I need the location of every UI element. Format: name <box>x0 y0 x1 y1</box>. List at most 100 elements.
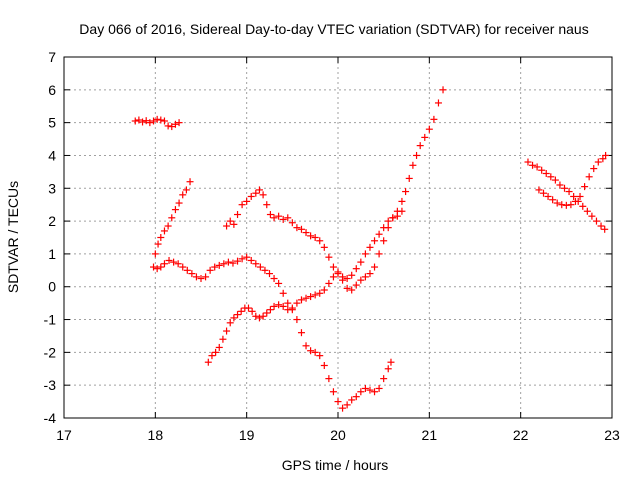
data-point <box>270 275 278 283</box>
data-point <box>234 211 242 219</box>
data-point <box>135 116 143 124</box>
data-point <box>243 253 251 261</box>
data-point <box>562 201 570 209</box>
y-tick-label: 2 <box>48 213 56 229</box>
data-point <box>561 184 569 192</box>
data-point <box>375 250 383 258</box>
data-point <box>421 133 429 141</box>
data-point <box>316 352 324 360</box>
data-point <box>579 202 587 210</box>
data-point <box>583 207 591 215</box>
data-point <box>297 296 305 304</box>
y-tick-labels: -4 -3 -2 -1 0 1 2 3 4 5 6 7 <box>44 49 57 426</box>
grid-lines <box>64 57 612 418</box>
data-point <box>302 294 310 302</box>
data-point <box>538 166 546 174</box>
data-point <box>307 293 315 301</box>
data-point <box>551 176 559 184</box>
data-point <box>293 299 301 307</box>
data-point <box>597 222 605 230</box>
data-point <box>402 188 410 196</box>
data-point <box>297 329 305 337</box>
data-point <box>275 279 283 287</box>
data-point <box>325 375 333 383</box>
data-point <box>204 358 212 366</box>
y-tick-label: -1 <box>44 312 57 328</box>
data-point <box>168 123 176 131</box>
data-point <box>263 309 271 317</box>
data-point <box>384 365 392 373</box>
data-point <box>153 265 161 273</box>
data-point <box>371 263 379 271</box>
data-point <box>171 120 179 128</box>
data-points <box>131 86 610 412</box>
data-point <box>601 225 609 233</box>
data-point <box>302 229 310 237</box>
data-point <box>588 212 596 220</box>
data-point <box>248 307 256 315</box>
data-point <box>157 116 165 124</box>
data-point <box>380 375 388 383</box>
data-point <box>329 388 337 396</box>
data-point <box>215 343 223 351</box>
data-point <box>439 86 447 94</box>
x-axis-label: GPS time / hours <box>282 457 389 473</box>
data-point <box>261 266 269 274</box>
data-point <box>171 206 179 214</box>
data-point <box>576 192 584 200</box>
y-tick-label: 7 <box>48 49 56 65</box>
data-point <box>565 188 573 196</box>
data-point <box>279 289 287 297</box>
data-point <box>384 217 392 225</box>
data-point <box>212 348 220 356</box>
data-point <box>533 163 541 171</box>
data-point <box>594 158 602 166</box>
data-point <box>219 335 227 343</box>
data-point <box>259 191 267 199</box>
data-point <box>556 181 564 189</box>
data-point <box>154 240 162 248</box>
data-point <box>334 268 342 276</box>
data-point <box>237 307 245 315</box>
data-point <box>371 237 379 245</box>
data-point <box>223 222 231 230</box>
data-point <box>182 186 190 194</box>
x-tick-label: 22 <box>513 427 529 443</box>
data-point <box>266 306 274 314</box>
data-point <box>542 170 550 178</box>
data-point <box>293 316 301 324</box>
data-point <box>226 319 234 327</box>
data-point <box>320 286 328 294</box>
data-point <box>297 225 305 233</box>
data-point <box>279 215 287 223</box>
data-point <box>164 222 172 230</box>
data-point <box>357 388 365 396</box>
data-point <box>389 214 397 222</box>
data-point <box>234 257 242 265</box>
data-point <box>263 201 271 209</box>
data-point <box>175 199 183 207</box>
data-point <box>179 191 187 199</box>
data-point <box>284 214 292 222</box>
data-point <box>186 178 194 186</box>
data-point <box>243 197 251 205</box>
data-point <box>255 314 263 322</box>
data-point <box>602 151 610 159</box>
data-point <box>252 189 260 197</box>
y-tick-label: -3 <box>44 377 57 393</box>
x-tick-label: 20 <box>330 427 346 443</box>
y-tick-label: -2 <box>44 344 57 360</box>
data-point <box>131 117 139 125</box>
data-point <box>230 220 238 228</box>
data-point <box>223 327 231 335</box>
data-point <box>157 263 165 271</box>
data-point <box>202 273 210 281</box>
data-point <box>151 250 159 258</box>
data-point <box>366 386 374 394</box>
data-point <box>206 266 214 274</box>
data-point <box>339 404 347 412</box>
data-point <box>142 117 150 125</box>
data-point <box>334 398 342 406</box>
data-point <box>302 342 310 350</box>
data-point <box>160 260 168 268</box>
